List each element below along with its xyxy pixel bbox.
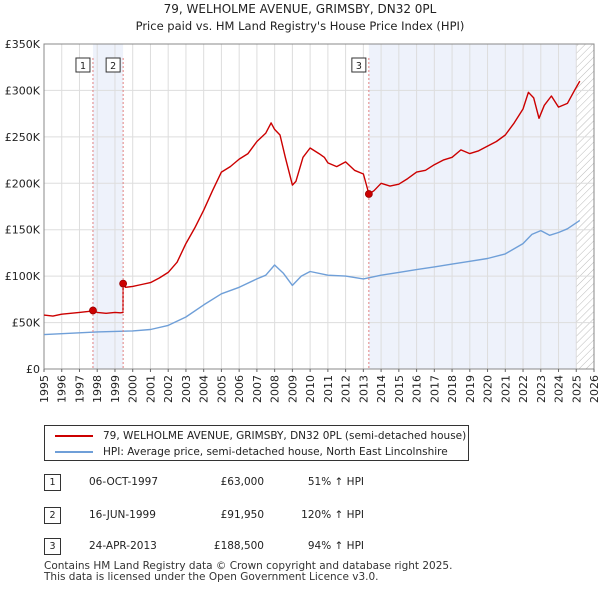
x-tick-label: 2007	[251, 375, 264, 403]
x-tick-label: 2003	[180, 375, 193, 403]
x-tick-label: 2001	[144, 375, 157, 403]
x-tick-label: 2021	[499, 375, 512, 403]
sale-date: 06-OCT-1997	[89, 476, 158, 488]
chart-title: 79, WELHOLME AVENUE, GRIMSBY, DN32 0PL	[164, 2, 437, 16]
x-tick-label: 2010	[304, 375, 317, 403]
legend-item-property: 79, WELHOLME AVENUE, GRIMSBY, DN32 0PL (…	[55, 428, 466, 444]
x-tick-label: 2008	[269, 375, 282, 403]
sale-point	[119, 279, 128, 288]
sale-marker-label: 3	[356, 61, 362, 72]
legend-swatch-property	[55, 435, 93, 437]
x-tick-label: 2025	[570, 375, 583, 403]
legend-item-hpi: HPI: Average price, semi-detached house,…	[55, 444, 448, 460]
sale-number-badge: 1	[44, 474, 61, 491]
x-tick-label: 1999	[109, 375, 122, 403]
price-chart: 79, WELHOLME AVENUE, GRIMSBY, DN32 0PL P…	[5, 2, 600, 403]
y-tick-label: £50K	[12, 317, 41, 330]
x-tick-label: 2014	[375, 375, 388, 403]
sale-marker-label: 1	[80, 61, 86, 72]
sale-period-shade	[368, 44, 577, 369]
footer-copyright: Contains HM Land Registry data © Crown c…	[44, 560, 453, 572]
footer-attribution: Contains HM Land Registry data © Crown c…	[44, 561, 452, 583]
x-tick-label: 2024	[553, 375, 566, 403]
y-tick-label: £150K	[5, 224, 41, 237]
x-tick-label: 2006	[233, 375, 246, 403]
sale-point	[89, 306, 97, 315]
y-tick-label: £250K	[5, 131, 41, 144]
legend-label-property: 79, WELHOLME AVENUE, GRIMSBY, DN32 0PL (…	[103, 430, 467, 442]
footer-licence: This data is licensed under the Open Gov…	[44, 571, 379, 583]
sale-point	[364, 190, 373, 198]
chart-subtitle: Price paid vs. HM Land Registry's House …	[136, 19, 465, 33]
x-tick-label: 2016	[411, 375, 424, 403]
x-tick-label: 1998	[91, 375, 104, 403]
x-tick-label: 2023	[535, 375, 548, 403]
x-tick-label: 2005	[215, 375, 228, 403]
x-tick-label: 2009	[286, 375, 299, 403]
legend-label-hpi: HPI: Average price, semi-detached house,…	[103, 446, 448, 458]
future-hatch	[576, 44, 594, 369]
sale-number-badge: 3	[44, 538, 61, 555]
sale-price: £188,500	[213, 540, 264, 552]
plot-area: £0 £50K £100K £150K £200K £250K £300K £350K 1995…	[5, 38, 600, 403]
sale-number-badge: 2	[44, 507, 61, 524]
plot-frame	[43, 43, 595, 370]
x-tick-label: 1996	[56, 375, 69, 403]
x-tick-label: 2026	[588, 375, 600, 403]
sale-marker-box	[75, 57, 91, 73]
sale-marker-box	[351, 57, 367, 73]
x-tick-label: 1995	[38, 375, 51, 403]
sale-period-shade	[92, 44, 124, 369]
x-tick-label: 2018	[446, 375, 459, 403]
x-tick-label: 2020	[482, 375, 495, 403]
sale-hpi-change: 120% ↑ HPI	[301, 509, 364, 521]
y-tick-label: £200K	[5, 177, 41, 190]
y-tick-label: £350K	[5, 38, 41, 51]
x-tick-label: 2017	[428, 375, 441, 403]
x-tick-label: 1997	[73, 375, 86, 403]
sale-hpi-change: 51% ↑ HPI	[307, 476, 364, 488]
y-tick-label: £0	[26, 363, 40, 376]
sale-hpi-change: 94% ↑ HPI	[307, 540, 364, 552]
x-tick-label: 2000	[127, 375, 140, 403]
sale-price: £63,000	[220, 476, 264, 488]
x-tick-label: 2002	[162, 375, 175, 403]
x-tick-label: 2004	[198, 375, 211, 403]
x-tick-label: 2015	[393, 375, 406, 403]
sale-price: £91,950	[220, 509, 264, 521]
x-tick-label: 2012	[340, 375, 353, 403]
sale-date: 16-JUN-1999	[89, 509, 156, 521]
sale-date: 24-APR-2013	[89, 540, 157, 552]
series-line	[43, 219, 581, 336]
legend-swatch-hpi	[55, 451, 93, 453]
sale-marker-label: 2	[110, 61, 116, 72]
legend: 79, WELHOLME AVENUE, GRIMSBY, DN32 0PL (…	[44, 425, 469, 461]
x-tick-label: 2011	[322, 375, 335, 403]
y-tick-label: £300K	[5, 84, 41, 97]
x-tick-label: 2013	[357, 375, 370, 403]
y-tick-label: £100K	[5, 270, 41, 283]
x-tick-label: 2019	[464, 375, 477, 403]
sale-marker-box	[105, 57, 121, 73]
x-tick-label: 2022	[517, 375, 530, 403]
